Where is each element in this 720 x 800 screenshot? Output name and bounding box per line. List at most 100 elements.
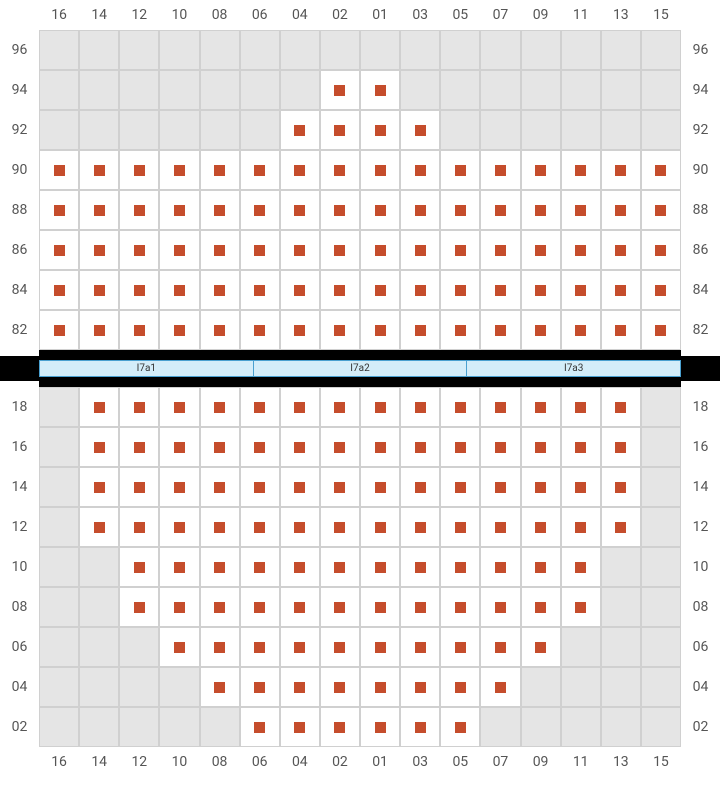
seat-cell[interactable] <box>400 467 440 507</box>
seat-cell[interactable] <box>79 270 119 310</box>
seat-cell[interactable] <box>119 190 159 230</box>
seat-cell[interactable] <box>200 507 240 547</box>
rack-label[interactable]: I7a1 <box>40 361 254 376</box>
seat-cell[interactable] <box>360 70 400 110</box>
seat-cell[interactable] <box>400 190 440 230</box>
seat-cell[interactable] <box>641 230 681 270</box>
seat-cell[interactable] <box>119 310 159 350</box>
seat-cell[interactable] <box>440 547 480 587</box>
seat-cell[interactable] <box>360 427 400 467</box>
seat-cell[interactable] <box>521 230 561 270</box>
seat-cell[interactable] <box>521 427 561 467</box>
seat-cell[interactable] <box>280 230 320 270</box>
seat-cell[interactable] <box>280 310 320 350</box>
seat-cell[interactable] <box>200 587 240 627</box>
seat-cell[interactable] <box>159 270 199 310</box>
seat-cell[interactable] <box>521 547 561 587</box>
seat-cell[interactable] <box>159 547 199 587</box>
seat-cell[interactable] <box>480 387 520 427</box>
seat-cell[interactable] <box>440 150 480 190</box>
seat-cell[interactable] <box>400 387 440 427</box>
seat-cell[interactable] <box>440 467 480 507</box>
seat-cell[interactable] <box>440 507 480 547</box>
seat-cell[interactable] <box>320 467 360 507</box>
seat-cell[interactable] <box>79 507 119 547</box>
seat-cell[interactable] <box>159 190 199 230</box>
seat-cell[interactable] <box>440 427 480 467</box>
seat-cell[interactable] <box>641 150 681 190</box>
seat-cell[interactable] <box>480 587 520 627</box>
seat-cell[interactable] <box>240 150 280 190</box>
seat-cell[interactable] <box>440 230 480 270</box>
seat-cell[interactable] <box>480 150 520 190</box>
seat-cell[interactable] <box>200 270 240 310</box>
seat-cell[interactable] <box>280 150 320 190</box>
seat-cell[interactable] <box>200 150 240 190</box>
seat-cell[interactable] <box>200 310 240 350</box>
seat-cell[interactable] <box>521 387 561 427</box>
seat-cell[interactable] <box>240 387 280 427</box>
seat-cell[interactable] <box>280 190 320 230</box>
seat-cell[interactable] <box>159 467 199 507</box>
seat-cell[interactable] <box>159 387 199 427</box>
seat-cell[interactable] <box>159 230 199 270</box>
seat-cell[interactable] <box>601 310 641 350</box>
seat-cell[interactable] <box>360 627 400 667</box>
seat-cell[interactable] <box>400 547 440 587</box>
seat-cell[interactable] <box>561 507 601 547</box>
seat-cell[interactable] <box>39 230 79 270</box>
seat-cell[interactable] <box>561 427 601 467</box>
seat-cell[interactable] <box>480 667 520 707</box>
seat-cell[interactable] <box>400 507 440 547</box>
seat-cell[interactable] <box>440 667 480 707</box>
seat-cell[interactable] <box>360 547 400 587</box>
seat-cell[interactable] <box>601 150 641 190</box>
seat-cell[interactable] <box>79 150 119 190</box>
seat-cell[interactable] <box>79 190 119 230</box>
seat-cell[interactable] <box>320 547 360 587</box>
seat-cell[interactable] <box>440 270 480 310</box>
seat-cell[interactable] <box>360 310 400 350</box>
seat-cell[interactable] <box>280 547 320 587</box>
seat-cell[interactable] <box>360 150 400 190</box>
seat-cell[interactable] <box>561 270 601 310</box>
seat-cell[interactable] <box>159 310 199 350</box>
seat-cell[interactable] <box>320 230 360 270</box>
seat-cell[interactable] <box>480 310 520 350</box>
seat-cell[interactable] <box>320 70 360 110</box>
seat-cell[interactable] <box>240 667 280 707</box>
seat-cell[interactable] <box>400 230 440 270</box>
seat-cell[interactable] <box>521 270 561 310</box>
seat-cell[interactable] <box>521 507 561 547</box>
seat-cell[interactable] <box>39 190 79 230</box>
seat-cell[interactable] <box>240 230 280 270</box>
seat-cell[interactable] <box>360 467 400 507</box>
seat-cell[interactable] <box>360 707 400 747</box>
seat-cell[interactable] <box>159 587 199 627</box>
seat-cell[interactable] <box>360 387 400 427</box>
seat-cell[interactable] <box>200 387 240 427</box>
seat-cell[interactable] <box>119 547 159 587</box>
seat-cell[interactable] <box>360 667 400 707</box>
seat-cell[interactable] <box>320 667 360 707</box>
seat-cell[interactable] <box>400 310 440 350</box>
seat-cell[interactable] <box>240 707 280 747</box>
seat-cell[interactable] <box>561 150 601 190</box>
seat-cell[interactable] <box>480 190 520 230</box>
rack-label[interactable]: I7a2 <box>254 361 468 376</box>
seat-cell[interactable] <box>320 627 360 667</box>
seat-cell[interactable] <box>360 587 400 627</box>
seat-cell[interactable] <box>561 467 601 507</box>
seat-cell[interactable] <box>360 110 400 150</box>
seat-cell[interactable] <box>601 190 641 230</box>
seat-cell[interactable] <box>159 627 199 667</box>
seat-cell[interactable] <box>240 547 280 587</box>
seat-cell[interactable] <box>280 467 320 507</box>
seat-cell[interactable] <box>119 587 159 627</box>
seat-cell[interactable] <box>561 587 601 627</box>
seat-cell[interactable] <box>400 427 440 467</box>
seat-cell[interactable] <box>200 190 240 230</box>
seat-cell[interactable] <box>521 150 561 190</box>
seat-cell[interactable] <box>400 667 440 707</box>
seat-cell[interactable] <box>440 627 480 667</box>
